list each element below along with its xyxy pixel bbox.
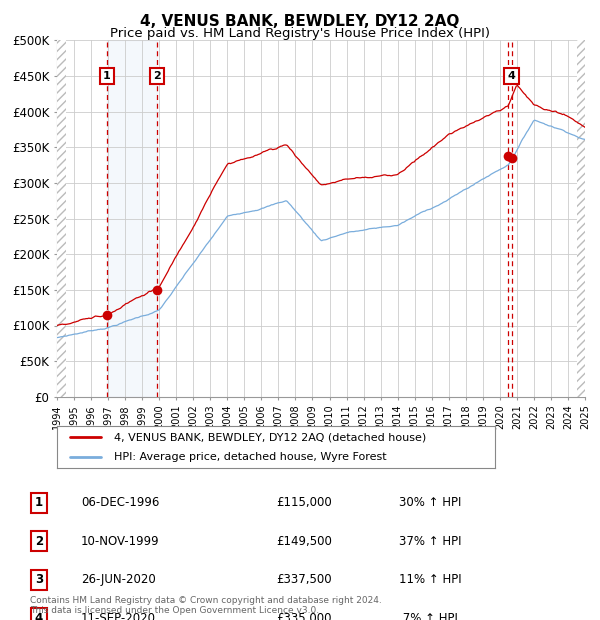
- Text: £149,500: £149,500: [276, 535, 332, 547]
- Text: 4, VENUS BANK, BEWDLEY, DY12 2AQ (detached house): 4, VENUS BANK, BEWDLEY, DY12 2AQ (detach…: [114, 432, 426, 442]
- Text: 30% ↑ HPI: 30% ↑ HPI: [399, 497, 461, 509]
- Bar: [57, 40, 67, 397]
- Text: £335,000: £335,000: [276, 612, 331, 620]
- Text: 2: 2: [153, 71, 161, 81]
- Text: Price paid vs. HM Land Registry's House Price Index (HPI): Price paid vs. HM Land Registry's House …: [110, 27, 490, 40]
- Text: 11-SEP-2020: 11-SEP-2020: [81, 612, 156, 620]
- Text: 10-NOV-1999: 10-NOV-1999: [81, 535, 160, 547]
- Bar: [107, 40, 157, 397]
- Text: 4, VENUS BANK, BEWDLEY, DY12 2AQ: 4, VENUS BANK, BEWDLEY, DY12 2AQ: [140, 14, 460, 29]
- Text: 06-DEC-1996: 06-DEC-1996: [81, 497, 160, 509]
- Text: 26-JUN-2020: 26-JUN-2020: [81, 574, 156, 586]
- Text: 4: 4: [508, 71, 515, 81]
- Text: 1: 1: [103, 71, 110, 81]
- Bar: [577, 40, 585, 397]
- Text: £115,000: £115,000: [276, 497, 332, 509]
- Text: 1: 1: [35, 497, 43, 509]
- Text: 4: 4: [35, 612, 43, 620]
- Text: 3: 3: [35, 574, 43, 586]
- Text: 7% ↑ HPI: 7% ↑ HPI: [399, 612, 458, 620]
- Text: Contains HM Land Registry data © Crown copyright and database right 2024.
This d: Contains HM Land Registry data © Crown c…: [30, 596, 382, 615]
- Text: 2: 2: [35, 535, 43, 547]
- Text: £337,500: £337,500: [276, 574, 332, 586]
- Text: 37% ↑ HPI: 37% ↑ HPI: [399, 535, 461, 547]
- Text: HPI: Average price, detached house, Wyre Forest: HPI: Average price, detached house, Wyre…: [114, 452, 386, 462]
- Text: 11% ↑ HPI: 11% ↑ HPI: [399, 574, 461, 586]
